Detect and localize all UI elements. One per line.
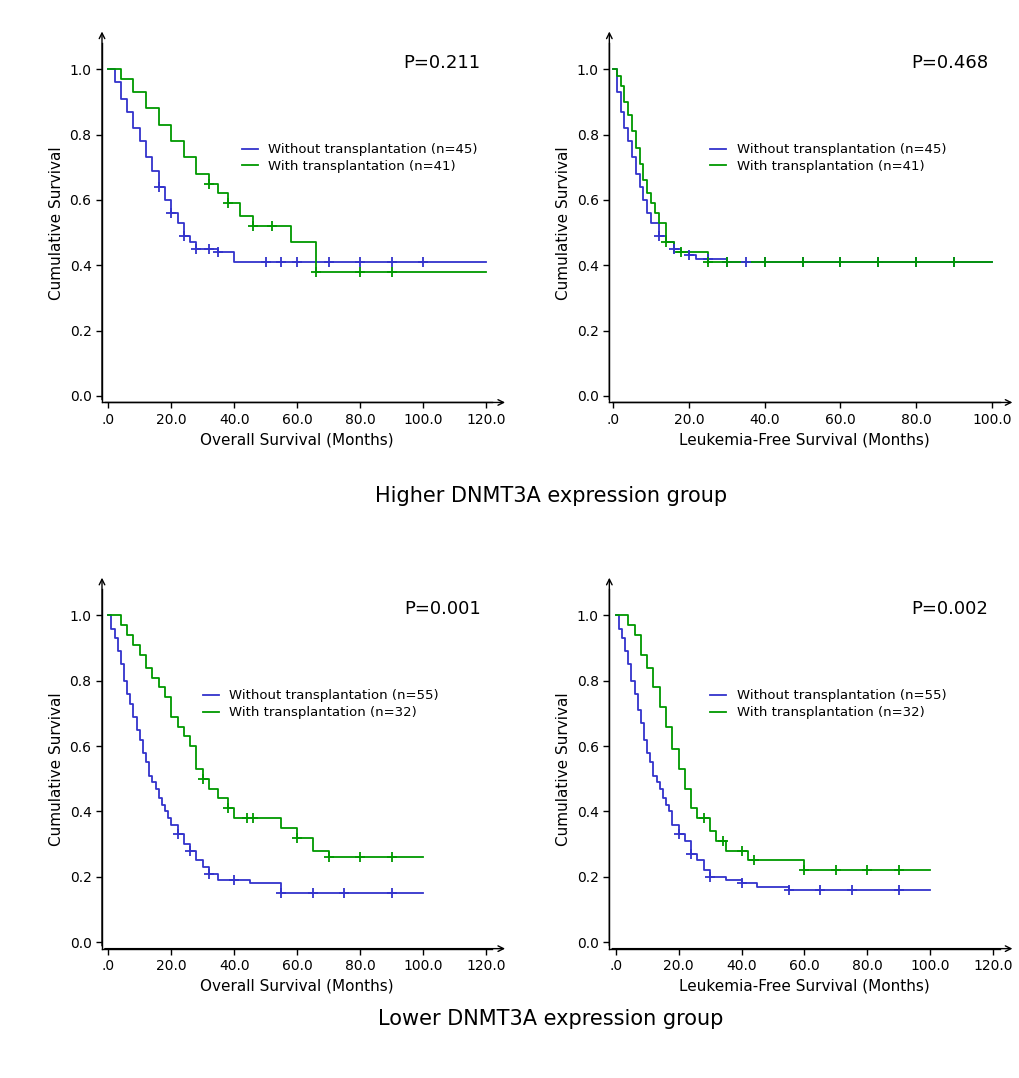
- Point: [201, 175, 217, 192]
- Y-axis label: Cumulative Survival: Cumulative Survival: [49, 146, 64, 300]
- Point: [745, 852, 761, 869]
- Point: [273, 253, 289, 271]
- Point: [890, 861, 906, 879]
- X-axis label: Overall Survival (Months): Overall Survival (Months): [200, 432, 393, 447]
- Point: [305, 884, 321, 901]
- Point: [238, 810, 255, 827]
- Point: [665, 240, 682, 258]
- Point: [257, 253, 273, 271]
- Point: [189, 240, 205, 258]
- Point: [226, 871, 243, 888]
- Point: [869, 253, 886, 271]
- Point: [869, 253, 886, 271]
- Point: [201, 240, 217, 258]
- Point: [673, 244, 689, 261]
- Y-axis label: Cumulative Survival: Cumulative Survival: [555, 146, 571, 300]
- Point: [780, 881, 796, 898]
- Point: [383, 253, 399, 271]
- Point: [650, 227, 666, 245]
- Point: [737, 253, 753, 271]
- Point: [320, 253, 336, 271]
- Point: [890, 881, 906, 898]
- Point: [858, 861, 874, 879]
- Point: [718, 253, 735, 271]
- Point: [219, 800, 235, 817]
- Point: [320, 848, 336, 866]
- Point: [175, 227, 192, 245]
- Point: [794, 253, 810, 271]
- Point: [264, 218, 280, 235]
- Point: [201, 865, 217, 882]
- Text: P=0.001: P=0.001: [404, 600, 480, 618]
- Point: [151, 178, 167, 195]
- Point: [907, 253, 923, 271]
- Point: [657, 234, 674, 251]
- Point: [832, 253, 848, 271]
- Point: [169, 826, 185, 843]
- Point: [210, 244, 226, 261]
- Text: Lower DNMT3A expression group: Lower DNMT3A expression group: [378, 1009, 722, 1028]
- Legend: Without transplantation (n=45), With transplantation (n=41): Without transplantation (n=45), With tra…: [709, 143, 946, 174]
- Point: [733, 842, 749, 859]
- Y-axis label: Cumulative Survival: Cumulative Survival: [49, 692, 64, 846]
- Point: [219, 194, 235, 211]
- Text: P=0.468: P=0.468: [910, 54, 987, 72]
- Point: [713, 832, 730, 849]
- Legend: Without transplantation (n=55), With transplantation (n=32): Without transplantation (n=55), With tra…: [203, 689, 438, 719]
- Point: [794, 253, 810, 271]
- X-axis label: Leukemia-Free Survival (Months): Leukemia-Free Survival (Months): [679, 979, 929, 994]
- Point: [699, 253, 715, 271]
- Point: [288, 829, 305, 846]
- Point: [273, 884, 289, 901]
- Point: [718, 253, 735, 271]
- Point: [308, 263, 324, 280]
- Legend: Without transplantation (n=55), With transplantation (n=32): Without transplantation (n=55), With tra…: [709, 689, 946, 719]
- Point: [383, 263, 399, 280]
- Point: [680, 247, 696, 264]
- Point: [756, 253, 772, 271]
- Point: [796, 861, 812, 879]
- Point: [699, 250, 715, 267]
- Point: [907, 253, 923, 271]
- X-axis label: Leukemia-Free Survival (Months): Leukemia-Free Survival (Months): [679, 432, 929, 447]
- Point: [683, 845, 699, 862]
- Point: [195, 770, 211, 787]
- Point: [352, 253, 368, 271]
- Point: [832, 253, 848, 271]
- Point: [352, 848, 368, 866]
- Point: [811, 881, 827, 898]
- Point: [701, 868, 717, 885]
- Point: [669, 826, 686, 843]
- Point: [163, 205, 179, 222]
- Point: [843, 881, 859, 898]
- Point: [756, 253, 772, 271]
- Point: [733, 874, 749, 892]
- Point: [352, 263, 368, 280]
- Point: [288, 253, 305, 271]
- Y-axis label: Cumulative Survival: Cumulative Survival: [555, 692, 571, 846]
- Point: [827, 861, 844, 879]
- Point: [181, 842, 198, 859]
- Text: P=0.211: P=0.211: [404, 54, 480, 72]
- Point: [945, 253, 961, 271]
- X-axis label: Overall Survival (Months): Overall Survival (Months): [200, 979, 393, 994]
- Text: P=0.002: P=0.002: [910, 600, 987, 618]
- Point: [245, 218, 261, 235]
- Point: [336, 884, 353, 901]
- Legend: Without transplantation (n=45), With transplantation (n=41): Without transplantation (n=45), With tra…: [242, 143, 477, 174]
- Text: Higher DNMT3A expression group: Higher DNMT3A expression group: [374, 486, 727, 506]
- Point: [383, 848, 399, 866]
- Point: [415, 253, 431, 271]
- Point: [945, 253, 961, 271]
- Point: [245, 810, 261, 827]
- Point: [695, 810, 711, 827]
- Point: [383, 884, 399, 901]
